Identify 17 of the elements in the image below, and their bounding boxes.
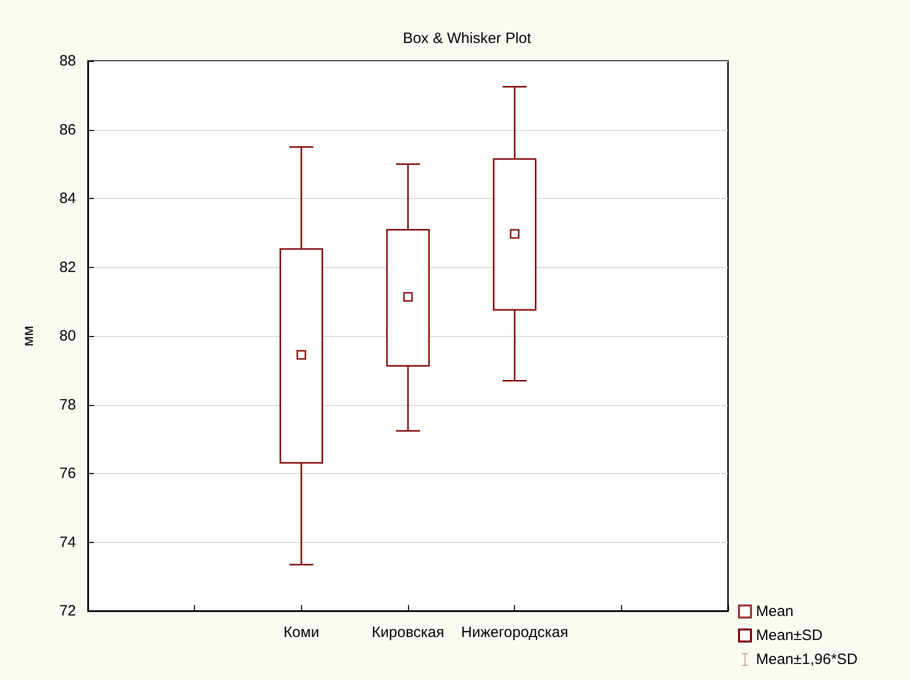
y-tick-label: 74 [59,534,76,551]
x-tick-label: Кировская [372,624,444,641]
y-tick-label: 78 [59,396,76,414]
y-tick-label: 80 [59,328,76,344]
legend-label: Mean±1,96*SD [756,651,858,668]
x-tick-label: Нижегородская [461,624,568,641]
y-tick-label: 84 [59,190,76,207]
y-tick-label: 72 [59,602,76,620]
y-tick-label: 76 [59,465,76,482]
y-tick-label: 86 [59,121,76,138]
y-tick-label: 82 [59,258,76,276]
chart-title: Box & Whisker Plot [402,30,532,47]
y-tick-label: 88 [59,52,76,70]
y-axis-title: мм [20,326,37,346]
legend-label: Mean±SD [756,627,823,644]
legend-label: Mean [756,603,794,620]
x-tick-label: Коми [283,624,320,641]
